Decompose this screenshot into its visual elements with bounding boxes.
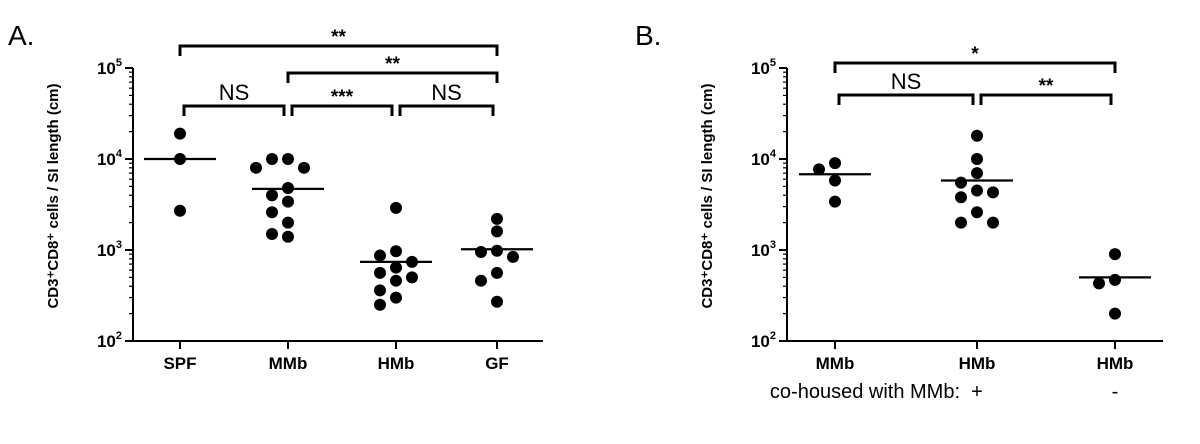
panel-a-data-point (282, 216, 294, 229)
panel-a-data-point (282, 153, 294, 165)
panel-a-data-point (174, 204, 186, 217)
panel-b-category-label: HMb (959, 354, 996, 373)
panel-a-data-point (266, 227, 278, 240)
panel-a-category-label: MMb (269, 354, 308, 373)
panel-a-data-point (266, 206, 278, 219)
panel-a-significance-label: NS (431, 80, 462, 105)
panel-b-letter: B. (635, 20, 661, 51)
panel-a-category-label: GF (485, 354, 509, 373)
panel-b-data-point (955, 176, 967, 189)
panel-a-data-point (390, 245, 402, 258)
panel-b-significance-label: * (971, 44, 979, 65)
panel-b-data-point (987, 186, 999, 199)
panel-a-plot: 102 103 104 105 SPF MMb HMb GF ** ** NS *** NS (97, 27, 543, 373)
panel-b-data-point (829, 174, 841, 187)
panel-a-data-point (174, 127, 186, 140)
panel-b-ylabel: CD3⁺CD8⁺ cells / SI length (cm) (699, 83, 716, 308)
panel-b-data-point (1109, 307, 1121, 320)
panel-a-data-point (390, 261, 402, 274)
panel-b-significance-label: NS (891, 69, 922, 94)
panel-b-y-axis-label: CD3⁺CD8⁺ cells / SI length (cm) (699, 83, 716, 308)
panel-a-significance-label: NS (219, 80, 250, 105)
panel-b-data-point (955, 216, 967, 229)
panel-b-data-point (971, 153, 983, 165)
panel-a-ylabel: CD3⁺CD8⁺ cells / SI length (cm) (45, 83, 62, 308)
panel-b-data-point (971, 167, 983, 180)
panel-b-data-point (971, 129, 983, 142)
panel-b-tick-label: 105 (751, 57, 776, 78)
panel-b-data-point (1109, 248, 1121, 261)
panel-b-data-point (1109, 273, 1121, 286)
panel-b-significance-label: ** (1039, 76, 1054, 97)
panel-a-data-point (390, 274, 402, 287)
panel-a-tick-label: 104 (97, 148, 123, 169)
panel-a-category-label: HMb (378, 354, 415, 373)
panel-a-data-point (491, 266, 503, 279)
panel-b-tick-label: 104 (751, 148, 777, 169)
panel-a-significance-label: ** (331, 27, 346, 48)
panel-a-data-point (475, 274, 487, 287)
panel-a-data-point (491, 225, 503, 238)
panel-b-plot: 102 103 104 105 MMb HMb HMb * NS ** (751, 44, 1163, 373)
panel-b-significance-bracket (833, 61, 1117, 73)
panel-b-significance-bracket (979, 93, 1113, 105)
panel-a-data-point (266, 153, 278, 165)
panel-a-data-point (374, 266, 386, 279)
panel-a-data-point (491, 212, 503, 225)
panel-a-tick-label: 105 (97, 57, 122, 78)
panel-a-data-point (374, 298, 386, 311)
panel-b-data-point (1093, 277, 1105, 290)
cohoused-value-minus: - (1112, 381, 1119, 403)
panel-a-significance-bracket (286, 71, 499, 83)
panel-a-data-point (374, 284, 386, 297)
panel-b-data-point (829, 195, 841, 208)
panel-b-category-label: HMb (1097, 354, 1134, 373)
panel-a-tick-label: 103 (97, 239, 122, 260)
cohoused-value-plus: + (971, 381, 983, 403)
panel-a-data-point (298, 161, 310, 174)
panel-b-data-point (987, 216, 999, 229)
panel-a-category-label: SPF (163, 354, 196, 373)
panel-b-significance-bracket (837, 93, 975, 105)
panel-b-category-label: MMb (816, 354, 855, 373)
panel-a-tick-label: 102 (97, 330, 122, 351)
panel-a-data-point (491, 295, 503, 308)
panel-a-significance-label: *** (331, 87, 354, 108)
panel-b-data-point (971, 184, 983, 197)
panel-a-data-point (475, 246, 487, 259)
panel-a-significance-bracket (178, 44, 499, 56)
panel-a-data-point (390, 201, 402, 214)
panel-b-data-point (955, 191, 967, 204)
panel-a-significance-bracket (182, 104, 286, 116)
panel-a-data-point (282, 195, 294, 208)
panel-a-data-point (491, 244, 503, 257)
panel-b-data-point (971, 206, 983, 219)
panel-a-data-point (390, 291, 402, 304)
panel-a-data-point (406, 271, 418, 284)
panel-a-data-point (266, 189, 278, 202)
panel-a-data-point (250, 161, 262, 174)
panel-a-data-point (282, 230, 294, 243)
panel-a-significance-bracket (398, 104, 495, 116)
panel-b-tick-label: 103 (751, 239, 776, 260)
panel-b-data-point (813, 163, 825, 176)
panel-b-data-point (829, 157, 841, 170)
panel-a-data-point (374, 249, 386, 262)
panel-a-data-point (507, 250, 519, 263)
panel-a-y-axis-label: CD3⁺CD8⁺ cells / SI length (cm) (45, 83, 62, 308)
panel-a-significance-label: ** (385, 54, 400, 75)
panel-a-significance-bracket (290, 104, 394, 116)
cohoused-label: co-housed with MMb: (770, 381, 960, 403)
panel-b-tick-label: 102 (751, 330, 776, 351)
panel-a-letter: A. (8, 20, 34, 51)
